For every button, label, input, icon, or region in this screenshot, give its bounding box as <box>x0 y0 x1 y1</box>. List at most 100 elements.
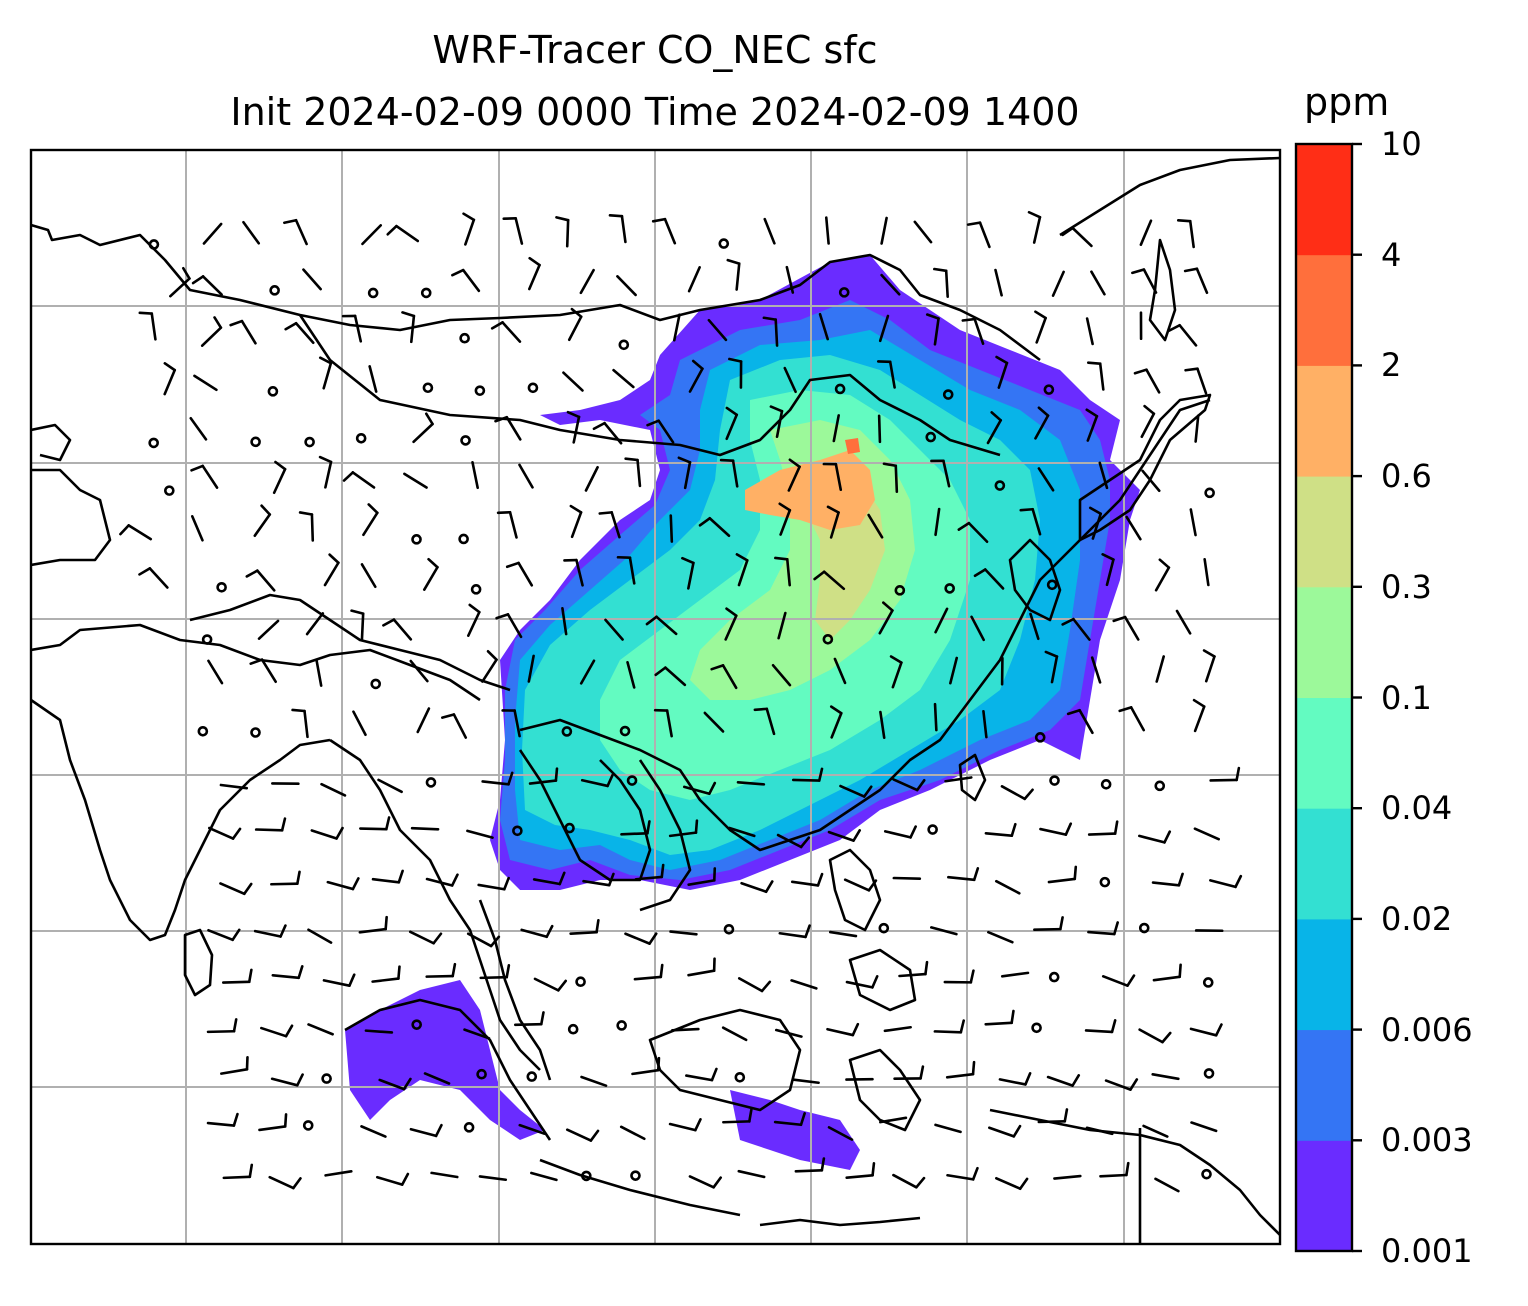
wind-barb <box>1193 827 1220 841</box>
wind-barb <box>672 313 681 342</box>
wind-barb <box>771 663 792 687</box>
coast-west <box>31 468 112 567</box>
wind-barb <box>565 1128 600 1142</box>
wind-barb <box>1167 323 1198 347</box>
wind-barb <box>569 504 583 539</box>
wind-barb <box>193 374 218 392</box>
wind-barb <box>222 1163 254 1180</box>
wind-barb <box>318 356 333 390</box>
wind-barb <box>1183 267 1209 295</box>
wind-barb <box>307 1023 334 1036</box>
wind-barb <box>368 365 378 393</box>
wind-barb <box>527 654 535 683</box>
wind-barb <box>1088 506 1103 540</box>
wind-barb <box>425 873 459 887</box>
wind-barb <box>1125 515 1142 541</box>
colorbar-tick-label: 0.3 <box>1381 567 1432 606</box>
wind-barb <box>778 502 792 536</box>
wind-barb <box>245 569 276 592</box>
wind-barb <box>555 216 570 248</box>
wind-barb <box>466 603 481 637</box>
calm-wind-circle <box>718 238 730 249</box>
calm-wind-circle <box>370 678 382 690</box>
wind-barb <box>826 505 840 539</box>
wind-barb <box>824 216 830 245</box>
wind-barb <box>382 618 413 641</box>
wind-barb <box>728 826 756 838</box>
calm-wind-circle <box>512 825 523 837</box>
colorbar-tick-label: 4 <box>1381 235 1402 274</box>
calm-wind-circle <box>267 386 279 397</box>
calm-wind-circle <box>463 1122 475 1133</box>
colorbar-tick-label: 2 <box>1381 346 1402 385</box>
wind-barb <box>518 463 534 489</box>
wind-barb <box>1099 1161 1130 1178</box>
wind-barb <box>422 557 439 591</box>
wind-barb <box>1194 414 1200 443</box>
wind-barb <box>930 459 951 488</box>
wind-barb <box>624 457 642 488</box>
calm-wind-circle <box>422 382 434 394</box>
wind-barb <box>867 513 884 539</box>
wind-barb <box>305 612 325 636</box>
wind-barb <box>1192 698 1206 733</box>
wind-barb <box>883 825 917 839</box>
wind-barb <box>877 414 882 444</box>
wind-barb <box>229 319 257 345</box>
wind-barb <box>291 708 309 739</box>
calm-wind-circle <box>1100 779 1112 790</box>
wind-barb <box>533 977 568 992</box>
wind-barb <box>584 465 599 492</box>
wind-barb <box>685 1067 718 1082</box>
wind-barb <box>371 869 404 884</box>
wind-barb <box>190 464 219 489</box>
wind-barb <box>776 833 811 849</box>
wind-barb <box>616 275 637 297</box>
wind-barb <box>740 880 774 894</box>
calm-wind-circle <box>944 583 955 594</box>
sumatra <box>344 998 552 1141</box>
wind-barb <box>466 829 494 839</box>
wind-barb <box>505 561 534 587</box>
wind-barb <box>707 318 728 342</box>
colorbar-segment <box>1296 918 1352 1031</box>
wind-barb <box>1209 874 1243 889</box>
wind-barb <box>1112 615 1140 641</box>
sri-lanka <box>183 928 214 997</box>
wind-barb <box>966 221 991 249</box>
map-title-line1: WRF-Tracer CO_NEC sfc <box>432 28 878 72</box>
wind-barb <box>913 220 933 244</box>
wind-barb <box>481 649 498 683</box>
wind-barb <box>221 968 253 984</box>
calm-wind-circle <box>1201 1168 1212 1180</box>
wind-barb <box>501 709 521 738</box>
wind-barb <box>409 659 429 683</box>
wind-barb <box>1098 461 1109 490</box>
wind-barb <box>839 784 873 798</box>
wind-barb <box>481 771 514 786</box>
colorbar-segment <box>1296 1140 1352 1252</box>
wind-barb <box>532 871 566 886</box>
calm-wind-circle <box>1138 922 1150 934</box>
china-coast <box>519 398 1211 852</box>
wind-barb <box>1047 865 1078 884</box>
wind-barb <box>943 969 975 984</box>
wind-barb <box>822 462 843 492</box>
wind-barb <box>410 826 440 831</box>
calm-wind-circle <box>1099 876 1111 888</box>
wind-barb <box>984 1009 1015 1026</box>
wind-barb <box>1104 1078 1139 1091</box>
wind-barb <box>813 570 846 591</box>
wind-barb <box>719 458 739 488</box>
wind-barb <box>987 930 1014 944</box>
wind-barb <box>634 863 665 881</box>
wind-barb <box>668 819 699 838</box>
wind-barb <box>893 1065 925 1080</box>
wind-barb <box>946 1166 979 1181</box>
wind-barb <box>651 217 677 245</box>
wind-barb <box>889 655 903 689</box>
wind-barb <box>408 930 443 945</box>
wind-barb <box>1090 270 1106 296</box>
wind-barb <box>988 1124 1022 1138</box>
coastlines <box>31 156 1280 1244</box>
